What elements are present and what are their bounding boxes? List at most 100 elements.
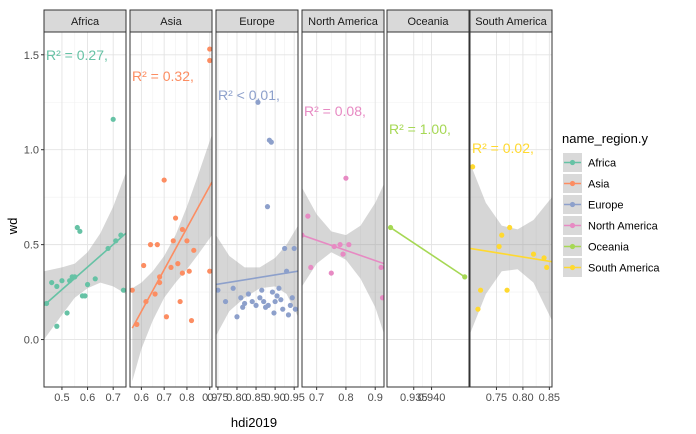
data-point [222, 298, 229, 305]
x-tick-label: 0.6 [80, 392, 95, 404]
legend: name_region.y Africa Asia Europe North Amer… [562, 131, 660, 277]
legend-key-point [569, 264, 576, 271]
strip [469, 9, 553, 33]
data-point [242, 300, 248, 307]
facet-africa: R² = 0.27, Africa 0.5 0.6 0.7 [43, 9, 127, 404]
data-point [249, 298, 255, 305]
legend-key-point [569, 222, 576, 229]
data-point [154, 242, 160, 248]
strip [43, 9, 127, 33]
x-axis-title: hdi2019 [231, 415, 277, 430]
strip [215, 9, 299, 33]
facet-north-america: R² = 0.08, North America 0.7 0.8 0.9 [301, 9, 385, 404]
confidence-band [216, 225, 298, 336]
legend-label: South America [588, 263, 660, 275]
data-point [59, 278, 65, 284]
legend-key-point [569, 201, 576, 208]
strip [129, 9, 213, 33]
regression-line [44, 232, 126, 306]
x-tick-label: 0.80 [512, 392, 533, 404]
r-squared-label: R² < 0.01, [218, 87, 280, 103]
data-point [504, 287, 510, 293]
y-axis-title: wd [5, 218, 20, 236]
legend-label: Oceania [588, 242, 630, 254]
data-point [207, 46, 212, 52]
data-point [230, 285, 236, 291]
data-point [475, 306, 481, 312]
strip-label: Asia [160, 16, 182, 28]
data-point [272, 298, 278, 305]
legend-items: Africa Asia Europe North America Oceania Sout… [563, 153, 660, 277]
data-point [291, 245, 297, 252]
data-point [269, 289, 276, 295]
data-point [234, 314, 240, 320]
data-point [172, 215, 179, 221]
legend-label: Asia [588, 179, 610, 191]
data-point [477, 287, 484, 293]
confidence-band [132, 134, 212, 382]
data-point [278, 297, 284, 303]
strip-label: South America [475, 16, 547, 28]
data-point [238, 295, 244, 301]
data-point [496, 243, 502, 250]
panel-background [387, 32, 469, 387]
legend-item-oceania: Oceania [563, 237, 630, 256]
legend-item-north-america: North America [563, 216, 659, 235]
data-point [261, 298, 267, 305]
data-point [207, 268, 212, 274]
legend-key-point [569, 159, 576, 166]
x-tick-label: 0.85 [245, 392, 266, 404]
data-point [186, 268, 192, 274]
y-tick-label: 0.5 [24, 240, 39, 252]
data-point [82, 293, 88, 299]
x-tick-label: 0.9 [368, 392, 383, 404]
r-squared-label: R² = 1.00, [389, 121, 451, 137]
strip [301, 9, 385, 33]
data-point [179, 270, 185, 276]
r-squared-label: R² = 0.32, [132, 68, 194, 84]
data-point [188, 317, 195, 324]
x-tick-label: 0.85 [539, 392, 560, 404]
confidence-band [44, 172, 126, 340]
data-point [207, 57, 212, 64]
x-tick-label: 0.5 [54, 392, 69, 404]
data-point [287, 302, 293, 308]
data-point [77, 228, 83, 234]
data-point [378, 264, 384, 271]
data-point [130, 287, 135, 293]
x-tick-label: 0.75 [207, 392, 228, 404]
data-point [216, 287, 221, 293]
data-point [308, 264, 314, 271]
data-point [343, 175, 349, 181]
data-point [274, 293, 280, 299]
y-tick-label: 0.0 [24, 335, 39, 347]
data-point [147, 242, 154, 248]
data-point [544, 264, 550, 271]
data-point [265, 302, 271, 308]
regression-line [302, 234, 384, 265]
data-point [175, 261, 181, 267]
x-tick-label: 0.7 [106, 392, 121, 404]
regression-line [131, 181, 212, 329]
x-tick-label: 0.935 [400, 392, 428, 404]
strip-label: North America [308, 16, 379, 28]
x-tick-label: 0.9 [202, 392, 217, 404]
strip [386, 9, 470, 33]
data-point [499, 232, 505, 238]
legend-label: Africa [588, 158, 617, 170]
x-tick-label: 0.8 [338, 392, 353, 404]
confidence-band [470, 162, 552, 334]
panel-background [302, 32, 384, 387]
x-tick-label: 0.7 [309, 392, 324, 404]
data-point [379, 295, 384, 301]
strip-label: Europe [239, 16, 274, 28]
legend-label: Europe [588, 200, 623, 212]
data-point [179, 226, 185, 233]
data-point [340, 251, 346, 257]
panel-background [470, 32, 552, 387]
data-point [346, 242, 352, 248]
panel-background [216, 32, 298, 387]
legend-item-africa: Africa [563, 153, 617, 172]
data-point [177, 298, 183, 305]
